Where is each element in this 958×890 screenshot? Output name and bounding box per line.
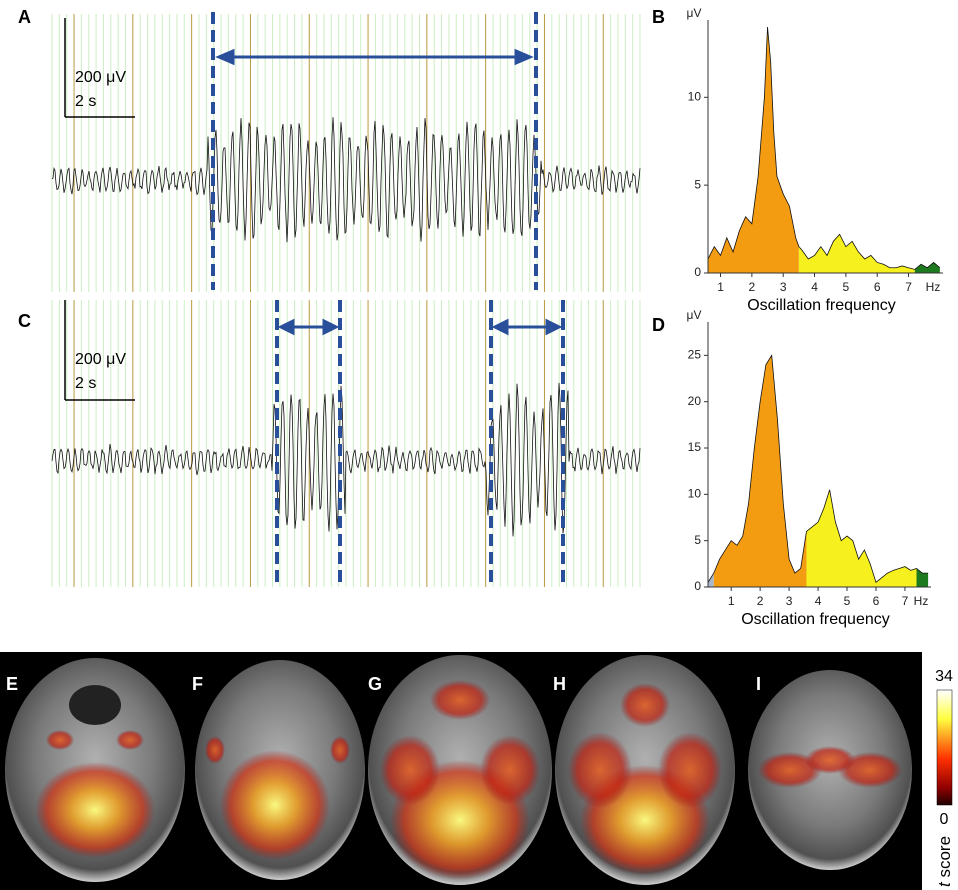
scale-label: 200 μV — [75, 69, 126, 86]
x-tick-label: 1 — [717, 280, 724, 294]
panel-label: C — [18, 311, 31, 331]
colorbar — [937, 690, 952, 805]
x-tick-label: 7 — [902, 594, 909, 608]
x-tick-label: 2 — [757, 594, 764, 608]
figure: A B C D 200 μV 2 s 200 μV 2 s 0510123456… — [0, 0, 958, 890]
x-tick-label: 3 — [786, 594, 793, 608]
spectrum-band — [917, 568, 929, 587]
x-tick-label: 5 — [843, 280, 850, 294]
scale-label: 2 s — [75, 375, 96, 392]
y-tick-label: 10 — [688, 487, 702, 501]
x-tick-label: 5 — [844, 594, 851, 608]
panel-label: F — [192, 674, 203, 694]
eeg-traces — [52, 14, 640, 587]
brain-e — [5, 658, 185, 882]
y-unit: μV — [687, 308, 702, 322]
panel-label: I — [756, 674, 761, 694]
y-tick-label: 5 — [694, 533, 701, 547]
x-tick-label: 4 — [815, 594, 822, 608]
panel-label: E — [6, 674, 18, 694]
colorbar-label-text: score — [935, 836, 954, 878]
brain-i — [748, 670, 912, 870]
y-tick-label: 10 — [688, 89, 702, 103]
x-tick-label: 4 — [811, 280, 818, 294]
spectra: 0 5 10 1 2 3 4 5 6 7 Hz μV Oscillation frequency 0 5 10… — [687, 6, 943, 628]
colorbar-symbol: t — [935, 881, 954, 887]
x-tick-label: 6 — [873, 594, 880, 608]
panel-label: D — [652, 315, 665, 335]
scale-label: 2 s — [75, 93, 96, 110]
x-unit: Hz — [926, 280, 941, 294]
x-tick-label: 6 — [874, 280, 881, 294]
y-tick-label: 25 — [688, 348, 702, 362]
y-unit: μV — [687, 6, 702, 20]
x-axis-title: Oscillation frequency — [741, 611, 890, 628]
panel-label: H — [553, 674, 566, 694]
y-tick-label: 20 — [688, 394, 702, 408]
panel-label: B — [652, 7, 665, 27]
colorbar-label: t score — [935, 836, 954, 887]
y-tick-label: 0 — [694, 579, 701, 593]
brain-g — [368, 655, 552, 885]
y-tick-label: 5 — [694, 177, 701, 191]
x-tick-label: 2 — [749, 280, 756, 294]
colorbar-max: 34 — [935, 668, 953, 685]
x-unit: Hz — [914, 594, 929, 608]
panel-label: G — [368, 674, 382, 694]
brain-f — [195, 660, 365, 880]
y-tick-label: 0 — [694, 265, 701, 279]
x-tick-label: 7 — [905, 280, 912, 294]
colorbar-min: 0 — [940, 811, 949, 828]
x-tick-label: 3 — [780, 280, 787, 294]
brain-h — [555, 655, 735, 885]
spectrum-band — [714, 355, 807, 587]
scale-label: 200 μV — [75, 351, 126, 368]
panel-label: A — [18, 7, 31, 27]
x-axis-title: Oscillation frequency — [747, 297, 896, 314]
spectrum-band — [708, 27, 799, 273]
y-tick-label: 15 — [688, 440, 702, 454]
x-tick-label: 1 — [728, 594, 735, 608]
spectrum-band — [806, 490, 916, 587]
